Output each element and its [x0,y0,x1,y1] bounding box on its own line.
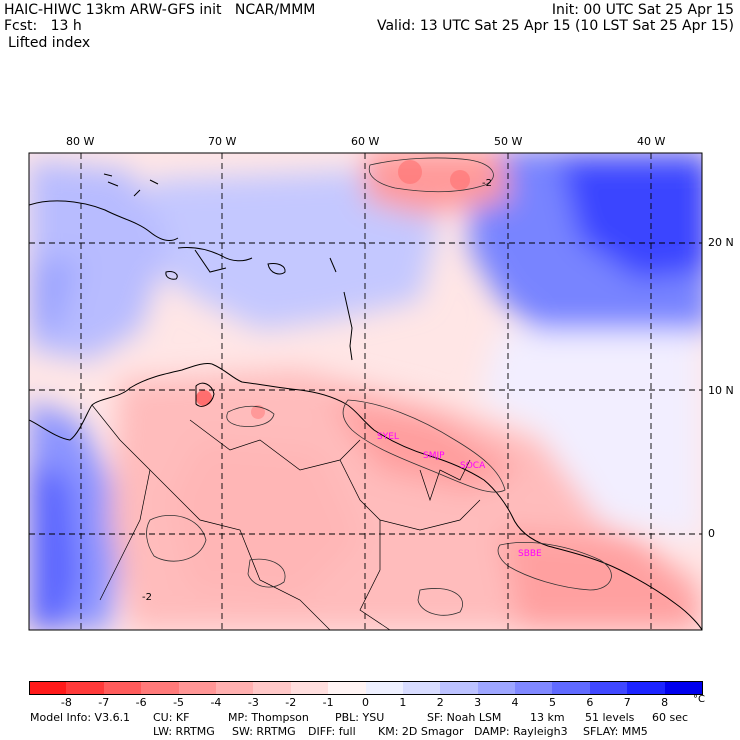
colorbar-cell [328,681,366,694]
graticule [29,153,702,630]
model-info-lev: 51 levels [585,711,635,724]
model-info-sflay: SFLAY: MM5 [583,725,648,738]
colorbar-tick-label: 2 [436,696,444,709]
model-info-km: KM: 2D Smagor [378,725,464,738]
colorbar-tick-label: 5 [548,696,556,709]
map-frame [28,152,703,631]
model-info-diff: DIFF: full [308,725,356,738]
station-soca: SOCA [460,461,486,471]
lon-label-70w: 70 W [208,135,237,148]
colorbar-cell [66,681,105,694]
model-info-model: Model Info: V3.6.1 [30,711,131,724]
lat-label-20n: 20 N [708,236,734,249]
colorbar-cell [515,681,553,694]
model-info-pbl: PBL: YSU [335,711,385,724]
colorbar-tick-label: -1 [322,696,334,709]
colorbar-tick-label: -6 [135,696,147,709]
colorbar-cell [627,681,666,694]
plot-title: HAIC-HIWC 13km ARW-GFS init NCAR/MMM [4,2,316,18]
contours [146,157,612,616]
colorbar-tick-label: 0 [362,696,369,709]
colorbar-tick-label: -3 [247,696,259,709]
colorbar-cell [477,681,516,694]
station-syel: SYEL [377,432,399,442]
lon-label-40w: 40 W [637,135,666,148]
colorbar-cell [178,681,217,694]
colorbar-cell [440,681,479,694]
model-info-mp: MP: Thompson [228,711,309,724]
colorbar-cell [552,681,591,694]
colorbar-tick-label: -7 [98,696,110,709]
model-info-res: 13 km [530,711,565,724]
colorbar-tick-label: 1 [399,696,407,709]
colorbar-tick-label: -4 [210,696,222,709]
colorbar-cell [290,681,329,694]
colorbar-tick-label: 7 [623,696,631,709]
lat-label-10n: 10 N [708,384,734,397]
lat-label-0: 0 [708,527,715,540]
colorbar-tick-label: -5 [173,696,185,709]
model-info-dt: 60 sec [652,711,689,724]
colorbar-cell [664,681,703,694]
contour-label: -2 [142,592,152,603]
station-sbbe: SBBE [518,549,542,559]
lon-label-60w: 60 W [351,135,380,148]
model-info-lw: LW: RRTMG [153,725,215,738]
forecast-hour: Fcst: 13 h [4,18,82,34]
colorbar-cell [253,681,292,694]
colorbar-cell [141,681,180,694]
model-info-sw: SW: RRTMG [232,725,296,738]
lon-label-80w: 80 W [66,135,95,148]
colorbar-cell [29,681,67,694]
map-field [29,153,702,630]
model-info-sf: SF: Noah LSM [427,711,502,724]
colorbar-cell [589,681,628,694]
colorbar-cell [402,681,441,694]
borders [91,404,481,630]
colorbar-tick-label: 3 [474,696,482,709]
colorbar-cell [365,681,404,694]
colorbar-cell [215,681,254,694]
model-info-damp: DAMP: Rayleigh3 [474,725,568,738]
colorbar-unit: °C [693,694,705,705]
lon-label-50w: 50 W [494,135,523,148]
colorbar-tick-label: 6 [586,696,594,709]
init-time: Init: 00 UTC Sat 25 Apr 15 [551,2,734,18]
contour-label: -2 [482,178,492,189]
field-name: Lifted index [8,35,91,51]
colorbar-tick-label: 8 [661,696,669,709]
colorbar-frame [29,681,703,695]
colorbar-tick-label: -2 [285,696,297,709]
station-smjp: SMJP [423,451,445,461]
colorbar-cell [103,681,142,694]
colorbar-tick-label: -8 [60,696,72,709]
valid-time: Valid: 13 UTC Sat 25 Apr 15 (10 LST Sat … [376,18,734,34]
model-info-cu: CU: KF [153,711,190,724]
colorbar-tick-label: 4 [511,696,519,709]
